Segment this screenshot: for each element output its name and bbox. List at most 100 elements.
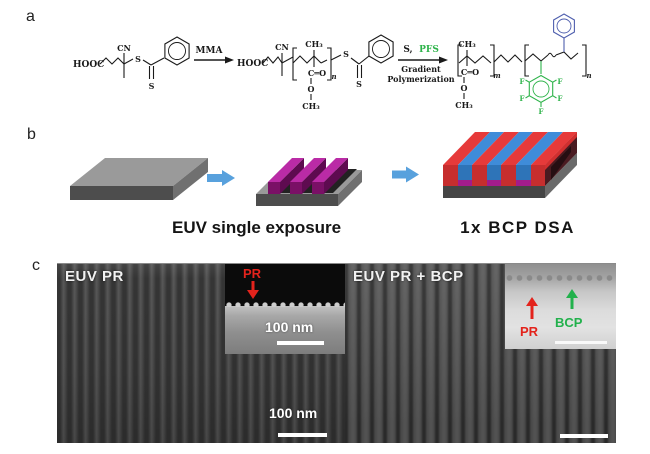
bcp-stripe-front-red <box>531 165 545 186</box>
chem-label: S <box>343 49 349 59</box>
pr-marker-label: PR <box>520 324 539 339</box>
bond <box>320 59 328 64</box>
chem-label: Gradient <box>401 64 441 74</box>
bcp-stripe-front-red <box>443 165 458 186</box>
trench-shadow <box>324 169 357 193</box>
bracket-left <box>457 44 462 77</box>
resist-layer <box>225 306 345 354</box>
chem-label: CH₃ <box>455 100 473 110</box>
inset-scale-label: 100 nm <box>265 319 314 335</box>
sem-right-title: EUV PR + BCP <box>353 268 464 285</box>
sem-left-scale-bar <box>278 433 327 437</box>
bcp-marker-label: BCP <box>555 315 583 330</box>
chem-label: F <box>520 94 525 103</box>
substrate-bare <box>70 158 208 200</box>
bond-ring <box>150 57 165 66</box>
inset-scale-bar <box>555 341 607 344</box>
process-arrow-1 <box>207 170 235 186</box>
reaction-arrow-2 <box>398 56 448 64</box>
bond <box>262 56 283 64</box>
substrate-side-face <box>545 153 577 198</box>
sem-left-scale-label: 100 nm <box>269 405 318 421</box>
aromatic-circle <box>372 40 390 58</box>
chem-label: F <box>520 77 525 86</box>
bcp-up-arrow-icon <box>566 289 578 309</box>
bcp-stripe-top-blue <box>516 132 563 165</box>
bond-s <box>330 54 342 61</box>
chem-label: F <box>539 107 544 116</box>
bcp-stripe-top-red <box>443 132 490 165</box>
benzene-ring <box>368 34 394 64</box>
bcp-stripe-front-red <box>472 165 487 186</box>
bond-f <box>552 79 557 83</box>
bond <box>281 56 294 64</box>
resist-line-top <box>312 158 348 182</box>
buried-resist-line <box>516 180 531 186</box>
chem-label: F <box>558 94 563 103</box>
chem-label: CH₃ <box>458 39 476 49</box>
chem-label: HOOC <box>73 60 104 70</box>
chem-label: S, <box>403 45 412 55</box>
bond-backbone <box>458 55 492 64</box>
buried-resist-line <box>487 180 501 186</box>
bond-s <box>123 58 134 65</box>
chem-label: MMA <box>196 46 224 56</box>
chem-label: S <box>356 79 362 89</box>
reaction-arrow-1 <box>194 56 234 64</box>
chem-label: S <box>135 54 141 64</box>
substrate-front-face <box>70 186 173 200</box>
bcp-stripe-top-red <box>472 132 519 165</box>
bond <box>99 57 125 65</box>
resist-top-bumps <box>225 299 345 307</box>
bcp-stripe-top-red <box>531 132 577 165</box>
chem-label: F <box>558 77 563 86</box>
resist-line-side <box>324 158 348 194</box>
bond <box>142 59 152 66</box>
panel-a-label: a <box>26 8 35 25</box>
bcp-film-side-rim <box>545 132 577 170</box>
caption-bcp-dsa: 1x BCP DSA <box>460 218 575 237</box>
chem-label: PFS <box>419 45 439 55</box>
bond-ring <box>358 55 370 65</box>
substrate-side-face <box>173 158 208 200</box>
chem-label: n <box>331 72 336 81</box>
chem-label: CH₃ <box>302 101 320 111</box>
bcp-stripe-top-red <box>501 132 548 165</box>
aromatic-circle <box>532 80 550 98</box>
sem-left-title: EUV PR <box>65 268 124 285</box>
bond-backbone <box>555 51 565 56</box>
bond-f <box>552 95 557 99</box>
bond-f <box>525 95 530 99</box>
resist-line-front <box>290 182 302 194</box>
buried-resist-line <box>458 180 472 186</box>
chem-label: S <box>149 81 155 91</box>
bond-backbone <box>524 53 542 62</box>
chem-label: m <box>493 71 500 80</box>
scheme-svg: HOOC CN S S MMA HOOC CN CH₃ C═O O CH₃ n S S S, PFS Gradi… <box>70 13 592 206</box>
bcp-stripe-top-blue <box>458 132 504 165</box>
chem-label: C═O <box>461 67 479 77</box>
pmma-macrocta-structure <box>262 34 394 100</box>
inset-scale-bar <box>277 341 324 345</box>
chem-label: n <box>586 71 591 80</box>
substrate-front-face <box>443 186 545 198</box>
chem-label: CN <box>117 43 131 53</box>
resist-line-front <box>268 182 280 194</box>
bracket-right <box>582 44 587 77</box>
styrene-ring <box>553 13 575 39</box>
chem-label: O <box>308 84 315 94</box>
aromatic-circle <box>556 18 572 34</box>
pr-down-arrow-icon <box>247 281 259 299</box>
resist-line-side <box>302 158 326 194</box>
raft-cta-structure <box>99 36 190 79</box>
substrate-euv-resist <box>256 158 362 206</box>
bcp-stripe-top-blue <box>487 132 533 165</box>
substrate-bcp-dsa <box>443 132 577 198</box>
benzene-ring <box>164 36 190 66</box>
bond-backbone <box>292 55 322 64</box>
substrate-top-face <box>70 158 208 186</box>
substrate-side-face <box>338 170 362 206</box>
panel-c-label: c <box>32 257 40 274</box>
substrate-front-face <box>256 194 338 206</box>
block-copolymer-structure <box>457 13 587 107</box>
